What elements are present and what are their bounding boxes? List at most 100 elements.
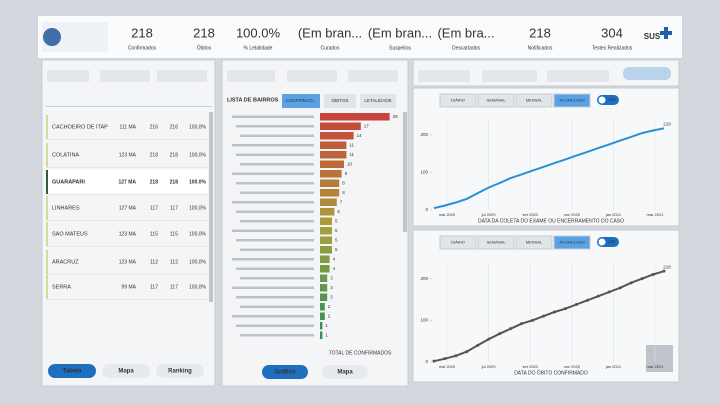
table-cell: 100,0% xyxy=(189,205,207,211)
table-button-label: Ranking xyxy=(168,369,192,375)
bar-label-placeholder xyxy=(236,153,314,156)
bar xyxy=(320,227,332,235)
point xyxy=(454,354,458,358)
y-tick-label: 100 xyxy=(420,318,428,323)
table-row[interactable] xyxy=(46,275,208,299)
bar-value: 8 xyxy=(342,190,345,195)
x-axis-label: DATA DA COLETA DO EXAME OU ENCERRAMENTO … xyxy=(478,218,624,224)
dropdown[interactable] xyxy=(47,70,89,82)
table-row[interactable] xyxy=(46,115,208,139)
table-button[interactable] xyxy=(102,364,150,378)
dropdown[interactable] xyxy=(287,70,337,82)
table-row[interactable] xyxy=(46,222,208,246)
bar xyxy=(320,170,342,178)
point xyxy=(585,298,589,302)
row-marker xyxy=(46,170,48,194)
kpi-value: (Em bran... xyxy=(368,25,432,40)
tab[interactable] xyxy=(324,94,356,108)
chart-tab[interactable] xyxy=(553,235,591,250)
kpi-label: Curados xyxy=(321,45,340,51)
point xyxy=(542,314,546,318)
chart-tab[interactable] xyxy=(439,93,477,108)
kpi-label: Notificados xyxy=(528,45,553,51)
dropdown[interactable] xyxy=(418,70,470,82)
point xyxy=(476,343,480,347)
table-cell: 216 xyxy=(150,124,159,130)
dropdown[interactable] xyxy=(348,70,398,82)
logo-cross xyxy=(664,27,668,39)
bar-value: 9 xyxy=(345,171,348,176)
table-row[interactable] xyxy=(46,250,208,274)
bar-label-placeholder xyxy=(232,201,314,204)
tab[interactable] xyxy=(282,94,320,108)
chart-tab[interactable] xyxy=(477,93,515,108)
x-tick-label: nov 2020 xyxy=(564,364,581,369)
bar xyxy=(320,198,337,206)
bar xyxy=(320,274,328,282)
table-row[interactable] xyxy=(46,196,208,220)
table-cell: 218 xyxy=(170,152,179,158)
bar-value: 8 xyxy=(342,181,345,186)
kpi-value: (Em bra... xyxy=(437,25,494,40)
table-row[interactable] xyxy=(46,170,208,194)
kpi-value: 218 xyxy=(193,25,215,40)
table-cell: 100.0% xyxy=(189,179,207,185)
chart-tab[interactable] xyxy=(439,235,477,250)
bar-value: 14 xyxy=(357,133,363,138)
bar-value: 29 xyxy=(393,114,399,119)
chart-tab-label: DIÁRIO xyxy=(451,98,465,103)
x-tick-label: jan 2021 xyxy=(605,364,622,369)
chart-tab[interactable] xyxy=(515,93,553,108)
bar-label-placeholder xyxy=(232,144,314,147)
bar-value: 5 xyxy=(335,238,338,243)
point xyxy=(651,273,655,276)
table-cell: 115 xyxy=(170,231,178,237)
bar-label-placeholder xyxy=(240,134,314,137)
dropdown[interactable] xyxy=(547,70,609,82)
point xyxy=(465,350,469,354)
scroll-top-button[interactable] xyxy=(646,345,673,372)
table-cell: 218 xyxy=(150,179,159,185)
list-button[interactable] xyxy=(262,365,308,379)
bar xyxy=(320,284,328,292)
logo-sus: SUS xyxy=(644,32,661,41)
x-tick-label: jan 2021 xyxy=(605,212,622,217)
table-cell: CACHOEIRO DE ITAP xyxy=(52,124,108,130)
chart-tab-label: MENSAL xyxy=(526,98,543,103)
dropdown[interactable] xyxy=(482,70,537,82)
table-cell: 115 xyxy=(150,231,158,237)
row-divider xyxy=(46,167,208,168)
bar-label-placeholder xyxy=(232,286,314,289)
bar xyxy=(320,179,340,187)
dropdown[interactable] xyxy=(100,70,150,82)
bar xyxy=(320,151,347,159)
point xyxy=(662,269,666,273)
x-tick-label: jul 2020 xyxy=(481,364,497,369)
chart-tab[interactable] xyxy=(477,235,515,250)
table-button[interactable] xyxy=(48,364,96,378)
bar xyxy=(320,255,330,263)
tab[interactable] xyxy=(360,94,396,108)
chart-tab[interactable] xyxy=(553,93,591,108)
dropdown[interactable] xyxy=(227,70,275,82)
kpi-label: Óbitos xyxy=(197,44,212,51)
point xyxy=(640,277,644,281)
table-cell: 111 MA xyxy=(120,124,137,130)
dropdown[interactable] xyxy=(157,70,207,82)
bar xyxy=(320,113,390,121)
table-button[interactable] xyxy=(156,364,204,378)
line xyxy=(433,127,665,210)
table-row[interactable] xyxy=(46,143,208,167)
x-tick-label: set 2020 xyxy=(523,364,539,369)
list-footer: TOTAL DE CONFIRMADOS xyxy=(329,350,392,356)
table-cell: 100,0% xyxy=(189,152,207,158)
end-label: 218 xyxy=(663,264,671,269)
scrollbar xyxy=(209,112,213,302)
point xyxy=(432,359,436,363)
chart-tab[interactable] xyxy=(515,235,553,250)
bar-label-placeholder xyxy=(240,163,314,166)
add-button[interactable] xyxy=(623,67,671,80)
chart-panel xyxy=(412,87,680,227)
list-button[interactable] xyxy=(322,365,368,379)
